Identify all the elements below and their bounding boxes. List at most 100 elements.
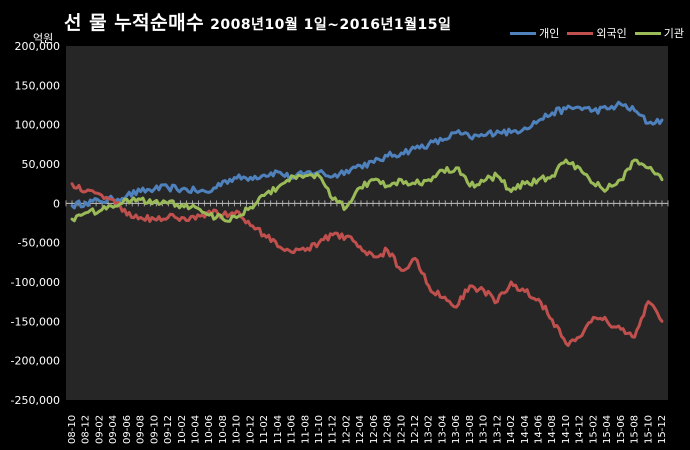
data-point (125, 213, 129, 217)
x-tick-label: 14-12 (575, 415, 586, 444)
data-point (495, 174, 499, 178)
data-point (98, 199, 101, 203)
data-point (564, 107, 568, 111)
x-tick-label: 08-12 (81, 415, 92, 444)
data-point (331, 233, 335, 237)
data-point (262, 194, 266, 197)
x-tick-label: 13-12 (492, 415, 503, 444)
data-point (317, 174, 321, 178)
x-tick-label: 15-12 (657, 415, 668, 444)
data-point (194, 189, 197, 193)
x-tick-label: 14-10 (561, 415, 572, 444)
x-tick-label: 15-06 (616, 415, 627, 444)
y-tick-label: 100,000 (15, 119, 61, 132)
x-tick-label: 14-08 (547, 415, 558, 444)
data-point (372, 161, 376, 164)
data-point (550, 174, 554, 178)
x-tick-label: 08-10 (67, 415, 78, 444)
data-point (276, 186, 280, 190)
chart-title: 선 물 누적순매수 2008년10월 1일~2016년1월15일 (64, 8, 451, 35)
data-point (166, 186, 170, 190)
x-tick-label: 15-02 (588, 415, 599, 444)
x-tick-label: 10-06 (204, 415, 215, 444)
x-tick-label: 09-12 (163, 415, 174, 444)
x-tick-label: 11-12 (328, 415, 339, 444)
data-point (358, 164, 362, 167)
data-point (139, 216, 143, 219)
data-point (413, 182, 417, 186)
data-point (633, 109, 636, 112)
data-point (454, 305, 458, 309)
data-point (166, 201, 170, 205)
data-point (413, 146, 417, 150)
data-point (605, 107, 609, 111)
data-point (303, 249, 307, 252)
data-point (180, 216, 184, 219)
data-point (290, 250, 293, 254)
data-point (386, 154, 389, 158)
x-tick-label: 10-04 (190, 415, 201, 444)
data-point (276, 170, 280, 174)
data-point (166, 216, 170, 219)
data-point (578, 166, 582, 170)
data-point (619, 327, 623, 331)
x-tick-label: 11-10 (314, 415, 325, 444)
x-tick-label: 14-06 (534, 415, 545, 444)
data-point (317, 170, 321, 174)
data-point (70, 182, 74, 186)
x-tick-label: 12-08 (383, 415, 394, 444)
x-tick-label: 13-08 (465, 415, 476, 444)
series-line-2 (70, 182, 664, 347)
data-point (441, 139, 444, 142)
y-tick-label: -200,000 (11, 355, 60, 368)
data-point (633, 158, 636, 162)
x-tick-label: 13-10 (479, 415, 490, 444)
x-tick-label: 09-04 (108, 415, 119, 444)
data-point (84, 201, 88, 204)
x-tick-label: 12-02 (341, 415, 352, 444)
x-tick-label: 11-04 (273, 415, 284, 444)
legend-swatch (634, 31, 661, 35)
data-point (207, 209, 211, 213)
data-point (111, 198, 115, 201)
x-tick-label: 11-06 (287, 415, 298, 444)
data-point (84, 211, 88, 215)
data-point (509, 280, 513, 284)
data-point (152, 187, 156, 191)
data-point (591, 316, 595, 319)
data-point (399, 178, 403, 182)
data-point (619, 102, 623, 106)
data-point (248, 223, 252, 227)
data-point (482, 288, 486, 292)
x-tick-label: 12-04 (355, 415, 366, 444)
data-point (70, 217, 74, 221)
data-point (646, 121, 650, 125)
data-point (290, 174, 293, 178)
legend-swatch (510, 31, 537, 35)
data-point (578, 335, 582, 339)
data-point (660, 319, 664, 323)
x-tick-label: 09-10 (149, 415, 160, 444)
x-tick-label: 12-06 (369, 415, 380, 444)
data-point (386, 184, 389, 188)
data-point (331, 175, 335, 178)
x-tick-label: 13-06 (451, 415, 462, 444)
plot-area (66, 46, 668, 400)
y-tick-label: 200,000 (15, 40, 61, 53)
x-tick-label: 09-02 (94, 415, 105, 444)
data-point (468, 284, 472, 288)
data-point (139, 198, 143, 201)
data-point (125, 194, 129, 197)
data-point (591, 182, 595, 186)
x-tick-label: 10-10 (232, 415, 243, 444)
series-line-1 (70, 100, 664, 210)
chart-title-main: 선 물 누적순매수 (64, 12, 205, 34)
data-point (413, 257, 417, 260)
series-lines (70, 100, 664, 347)
data-point (84, 190, 88, 193)
data-point (441, 168, 444, 172)
data-point (537, 119, 540, 123)
data-point (221, 179, 225, 183)
data-point (523, 126, 527, 130)
legend-label: 외국인 (596, 27, 627, 40)
